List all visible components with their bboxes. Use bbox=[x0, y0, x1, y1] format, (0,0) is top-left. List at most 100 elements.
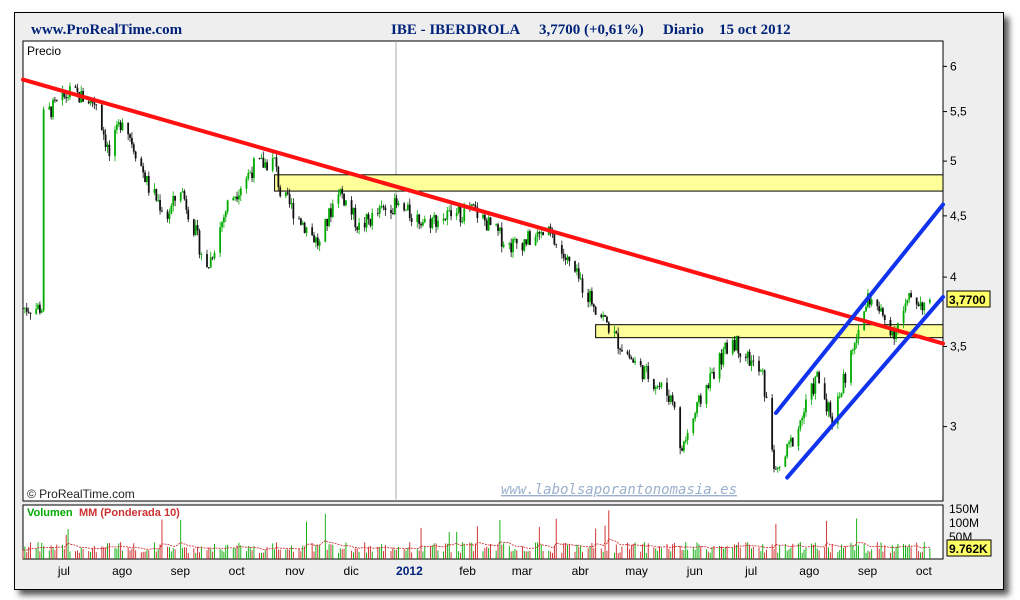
candle-body bbox=[174, 196, 176, 201]
candle-body bbox=[810, 383, 813, 400]
candle-body bbox=[448, 210, 451, 212]
candle-body bbox=[450, 210, 452, 217]
y-tick-label: 3,5 bbox=[950, 340, 967, 354]
candle-body bbox=[305, 227, 308, 233]
candle-body bbox=[529, 231, 531, 245]
candle-body bbox=[142, 166, 145, 173]
candle-body bbox=[311, 227, 314, 236]
candle-body bbox=[416, 214, 419, 222]
candle-body bbox=[641, 365, 644, 380]
candle-body bbox=[514, 239, 516, 240]
candle-body bbox=[275, 157, 278, 167]
candle-body bbox=[95, 104, 98, 106]
candle-body bbox=[393, 198, 396, 215]
candle-body bbox=[245, 178, 248, 189]
candle-body bbox=[658, 386, 661, 388]
candle-body bbox=[891, 329, 894, 336]
candle-body bbox=[266, 162, 268, 171]
candle-body bbox=[277, 166, 280, 188]
candle-body bbox=[502, 244, 505, 247]
candle-body bbox=[814, 376, 817, 394]
candle-body bbox=[919, 302, 922, 307]
candle-body bbox=[667, 395, 670, 402]
candle-body bbox=[831, 416, 834, 424]
candle-body bbox=[908, 293, 911, 300]
candle-body bbox=[883, 315, 886, 320]
candle-body bbox=[185, 199, 188, 210]
candle-body bbox=[382, 206, 385, 208]
candle-body bbox=[67, 97, 69, 99]
candle-body bbox=[786, 443, 789, 457]
candle-body bbox=[356, 227, 359, 230]
candle-body bbox=[897, 323, 899, 332]
candle-body bbox=[264, 162, 267, 168]
candle-body bbox=[350, 200, 353, 215]
candle-body bbox=[286, 192, 289, 195]
candle-body bbox=[166, 211, 169, 219]
price-label: Precio bbox=[27, 44, 61, 58]
candle-body bbox=[774, 468, 777, 470]
candle-body bbox=[923, 302, 926, 311]
candle-body bbox=[744, 356, 747, 358]
chart-frame: www.ProRealTime.com IBE - IBERDROLA 3,77… bbox=[14, 12, 1004, 590]
candle-body bbox=[592, 304, 595, 307]
candle-body bbox=[893, 329, 896, 339]
candle-body bbox=[733, 340, 736, 351]
candle-body bbox=[406, 204, 409, 210]
candle-body bbox=[196, 225, 199, 231]
resistance-zone bbox=[595, 324, 944, 339]
y-tick-label: 3 bbox=[950, 420, 957, 434]
candle-body bbox=[172, 196, 175, 206]
candle-body bbox=[654, 387, 657, 389]
candle-body bbox=[239, 188, 242, 196]
candle-body bbox=[713, 371, 715, 379]
watermark[interactable]: www.labolsaporantonomasia.es bbox=[501, 482, 737, 498]
site-name[interactable]: www.ProRealTime.com bbox=[31, 22, 183, 38]
candle-body bbox=[198, 230, 201, 255]
candle-body bbox=[22, 307, 24, 309]
candle-body bbox=[562, 253, 565, 258]
candle-body bbox=[752, 360, 755, 362]
candle-body bbox=[298, 218, 300, 220]
candle-body bbox=[200, 254, 203, 255]
candle-body bbox=[192, 219, 195, 235]
candle-body bbox=[788, 442, 790, 444]
candle-body bbox=[271, 158, 274, 171]
candle-body bbox=[876, 299, 879, 307]
candle-body bbox=[437, 220, 439, 227]
candle-body bbox=[115, 124, 118, 130]
candle-body bbox=[895, 331, 897, 339]
candle-body bbox=[273, 157, 276, 159]
x-tick-label: feb bbox=[459, 564, 476, 578]
candle-body bbox=[159, 200, 161, 211]
candle-body bbox=[418, 214, 421, 224]
candle-body bbox=[234, 196, 237, 198]
candle-body bbox=[429, 218, 432, 228]
candle-body bbox=[880, 308, 882, 312]
candle-body bbox=[639, 360, 642, 366]
candle-body bbox=[140, 158, 143, 167]
candle-body bbox=[758, 360, 760, 372]
candle-body bbox=[384, 207, 387, 211]
candle-body bbox=[226, 200, 229, 212]
candle-body bbox=[865, 306, 867, 312]
candle-body bbox=[331, 203, 334, 218]
volume-label: Volumen bbox=[27, 507, 73, 519]
candle-body bbox=[130, 137, 133, 145]
candle-body bbox=[55, 100, 58, 101]
candle-body bbox=[684, 440, 687, 442]
candle-body bbox=[290, 203, 293, 205]
candle-body bbox=[574, 261, 576, 272]
candle-body bbox=[512, 239, 514, 253]
candle-body bbox=[134, 151, 137, 159]
candle-body bbox=[776, 467, 779, 470]
candle-body bbox=[483, 214, 486, 221]
candle-body bbox=[446, 210, 449, 220]
candle-body bbox=[851, 349, 854, 351]
candle-body bbox=[161, 210, 163, 212]
candle-body bbox=[805, 399, 807, 413]
candle-body bbox=[720, 353, 723, 365]
resistance-zone bbox=[274, 174, 944, 192]
candle-body bbox=[35, 308, 38, 314]
candle-body bbox=[423, 218, 426, 223]
